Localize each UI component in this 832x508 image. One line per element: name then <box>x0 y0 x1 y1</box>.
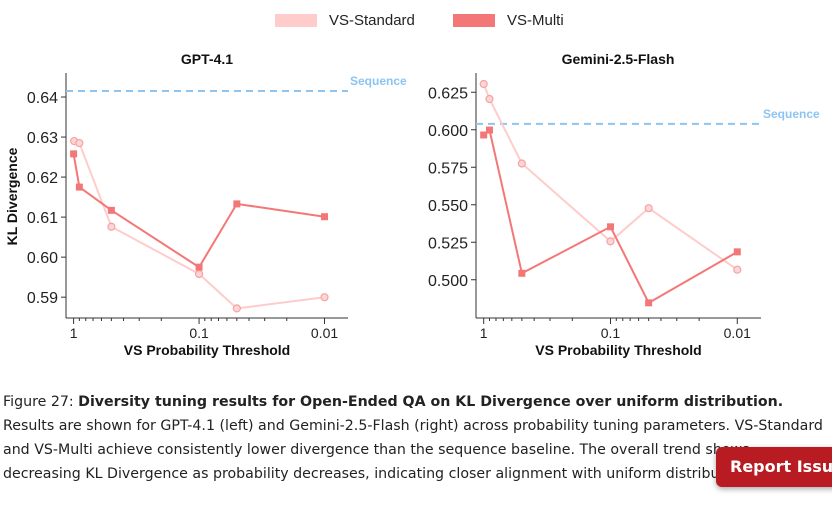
x-axis-label: VS Probability Threshold <box>535 342 701 358</box>
x-tick-label: 0.01 <box>724 325 751 341</box>
series-line-vs-multi <box>72 153 325 269</box>
data-point-vs-standard <box>606 237 615 246</box>
data-point-vs-standard <box>320 293 329 302</box>
data-point-vs-multi <box>480 131 488 139</box>
data-point-vs-standard <box>733 265 742 274</box>
caption-body-text: Results are shown for GPT-4.1 (left) and… <box>3 418 823 482</box>
x-tick-label: 0.1 <box>601 325 621 341</box>
figure: VS-Standard VS-Multi GPT-4.1 0.59 0.60 0.61… <box>0 0 832 359</box>
chart-svg: GPT-4.1 0.59 0.60 0.61 0.62 0.63 0.64 1 0.1 0.01 V… <box>4 51 820 358</box>
data-point-vs-standard <box>517 159 526 168</box>
y-tick-label: 0.500 <box>428 273 468 290</box>
x-tick-label: 0.1 <box>189 325 209 341</box>
y-tick-label: 0.575 <box>428 160 468 177</box>
baseline-sequence-label: Sequence <box>350 74 407 88</box>
y-tick-label: 0.60 <box>27 250 58 267</box>
legend-swatch-vs-standard <box>275 13 317 27</box>
data-point-vs-multi <box>233 200 241 208</box>
data-point-vs-multi <box>321 213 329 221</box>
data-point-vs-multi <box>107 206 115 214</box>
data-point-vs-standard <box>232 304 241 313</box>
y-tick-label: 0.62 <box>27 170 58 187</box>
data-point-vs-standard <box>485 94 494 104</box>
data-point-vs-multi <box>645 299 653 307</box>
legend-item-vs-multi: VS-Multi <box>453 10 564 30</box>
x-tick-label: 0.01 <box>311 325 338 341</box>
legend-label-vs-multi: VS-Multi <box>507 11 564 29</box>
x-tick-label: 1 <box>70 325 78 341</box>
chart-panel-gemini25flash: Gemini-2.5-Flash 0.500 0.525 0.550 0.575 0.60… <box>428 51 820 358</box>
data-point-vs-standard <box>75 138 84 148</box>
caption-bold-text: Diversity tuning results for Open-Ended … <box>78 394 784 410</box>
legend-label-vs-standard: VS-Standard <box>329 11 415 29</box>
y-tick-label: 0.64 <box>27 90 58 107</box>
data-point-vs-multi <box>733 248 741 256</box>
report-issue-button[interactable]: Report Issue <box>716 447 832 487</box>
legend-swatch-vs-multi <box>453 13 495 27</box>
legend: VS-Standard VS-Multi <box>0 0 832 40</box>
y-tick-label: 0.59 <box>27 290 58 307</box>
chart-panel-gpt41: GPT-4.1 0.59 0.60 0.61 0.62 0.63 0.64 1 0.1 0.01 V… <box>4 51 407 358</box>
data-point-vs-multi <box>195 263 203 271</box>
x-tick-label: 1 <box>480 325 488 341</box>
y-tick-label: 0.63 <box>27 130 58 147</box>
y-axis-label: KL Divergence <box>4 147 20 245</box>
series-line-vs-multi <box>483 128 738 305</box>
legend-item-vs-standard: VS-Standard <box>275 10 415 30</box>
x-axis-label: VS Probability Threshold <box>124 342 290 358</box>
y-tick-label: 0.550 <box>428 198 468 215</box>
chart-title: Gemini-2.5-Flash <box>562 51 675 67</box>
data-point-vs-multi <box>70 150 78 158</box>
data-point-vs-multi <box>606 223 614 231</box>
baseline-sequence-label: Sequence <box>763 107 820 121</box>
data-point-vs-multi <box>518 269 526 277</box>
y-tick-label: 0.61 <box>27 210 58 227</box>
data-point-vs-multi <box>75 183 83 191</box>
data-point-vs-standard <box>479 79 488 89</box>
y-tick-label: 0.525 <box>428 235 468 252</box>
y-tick-label: 0.625 <box>428 85 468 102</box>
data-point-vs-standard <box>107 222 116 231</box>
data-point-vs-standard <box>194 269 204 279</box>
data-point-vs-multi <box>485 126 493 134</box>
chart-title: GPT-4.1 <box>181 51 233 67</box>
caption-figure-label: Figure 27: <box>3 394 79 410</box>
figure-caption: Figure 27: Diversity tuning results for … <box>3 390 829 486</box>
data-point-vs-standard <box>644 204 653 213</box>
y-tick-label: 0.600 <box>428 123 468 140</box>
